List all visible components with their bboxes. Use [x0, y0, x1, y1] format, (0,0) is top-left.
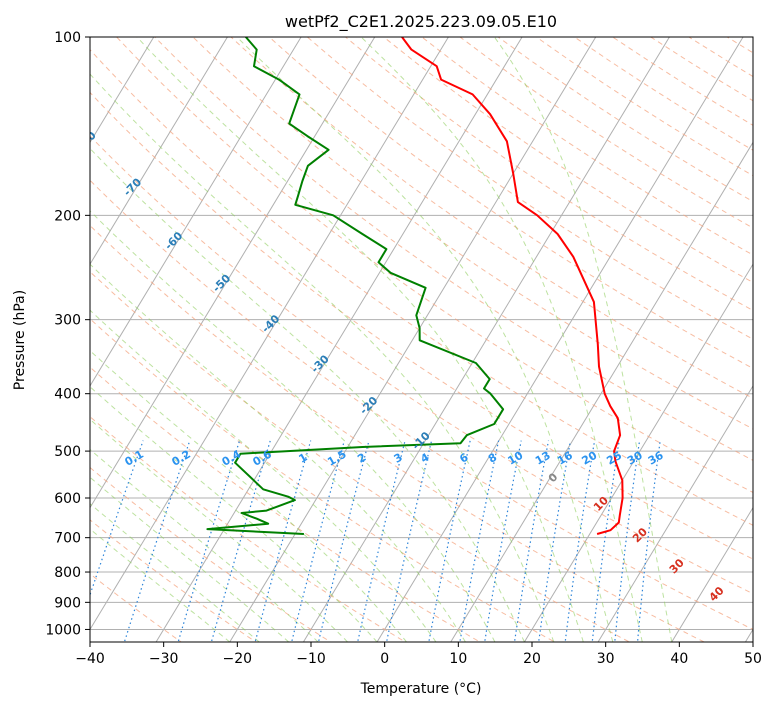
dewpoint-profile-line	[206, 37, 505, 535]
moist-adiabat	[90, 263, 466, 642]
moist-adiabat	[90, 210, 496, 642]
mixing-ratio-line	[90, 440, 144, 597]
x-axis-title: Temperature (°C)	[360, 681, 482, 697]
moist-adiabat	[90, 309, 437, 642]
x-axis-ticks: −40 −30 −20 −10 0 10 20 30 40 50	[75, 642, 762, 667]
mixing-ratio-line	[564, 440, 596, 642]
mixing-ratio-line	[428, 440, 471, 642]
isotherm-gridline	[155, 37, 523, 642]
moist-adiabat	[90, 73, 555, 642]
dry-adiabat	[90, 179, 753, 630]
moist-adiabat	[90, 386, 378, 642]
isotherm-gridline	[90, 37, 229, 266]
isotherm-gridline	[597, 384, 753, 642]
x-tick-label: −30	[149, 651, 179, 667]
dry-adiabat	[268, 37, 753, 369]
mixing-ratio-line	[459, 440, 500, 642]
moist-adiabat	[90, 528, 231, 642]
dry-adiabat	[90, 416, 407, 642]
gridlines	[90, 37, 753, 642]
dry-adiabat	[90, 48, 753, 526]
isotherm-gridline	[90, 37, 155, 144]
dry-adiabat	[90, 135, 753, 595]
mixing-ratio-line	[484, 440, 522, 642]
x-tick-label: 0	[380, 651, 389, 667]
y-axis-title: Pressure (hPa)	[12, 290, 28, 390]
x-tick-label: −40	[75, 651, 105, 667]
x-tick-label: 10	[449, 651, 467, 667]
y-tick-label: 400	[54, 387, 81, 403]
plot-frame	[89, 36, 754, 643]
y-axis-ticks: 100 200 300 400 500 600 700 800 900 1000	[45, 30, 90, 638]
dry-adiabat	[90, 366, 482, 642]
x-tick-label: 50	[744, 651, 762, 667]
isotherm-gridline	[302, 37, 671, 642]
y-tick-label: 600	[54, 491, 81, 507]
isotherm-label: -80	[76, 129, 99, 152]
dry-adiabat	[192, 37, 753, 430]
y-tick-label: 1000	[45, 622, 81, 638]
x-tick-label: −20	[223, 651, 253, 667]
mixing-ratio-line	[636, 440, 661, 642]
dry-adiabat	[344, 37, 753, 312]
isotherm-gridline	[90, 37, 302, 387]
isotherm-gridline	[450, 141, 753, 642]
y-tick-label: 100	[54, 30, 81, 46]
moist-adiabat	[136, 37, 584, 642]
x-tick-label: 40	[670, 651, 688, 667]
mixing-ratio-line	[614, 440, 641, 642]
y-tick-label: 800	[54, 565, 81, 581]
isotherm-gridline	[90, 37, 450, 631]
isotherm-gridline	[90, 37, 376, 509]
y-tick-label: 700	[54, 531, 81, 547]
temperature-profile-line	[401, 37, 624, 535]
mixing-ratio-line	[357, 440, 406, 642]
dry-adiabat	[90, 271, 631, 642]
x-tick-label: −10	[296, 651, 326, 667]
moist-adiabat	[90, 476, 290, 642]
mixing-ratio-line	[591, 440, 620, 642]
y-tick-label: 300	[54, 313, 81, 329]
moist-adiabat	[493, 37, 673, 642]
chart-title: wetPf2_C2E1.2025.223.09.05.E10	[285, 12, 557, 32]
y-tick-label: 200	[54, 208, 81, 224]
sounding-profiles	[206, 37, 624, 535]
x-tick-label: 20	[523, 651, 541, 667]
y-tick-label: 500	[54, 444, 81, 460]
mixing-ratio-line	[513, 440, 550, 642]
mixing-ratio-line	[538, 440, 572, 642]
moist-adiabat	[236, 37, 614, 642]
isotherm-gridline	[376, 37, 744, 642]
isotherm-gridline	[671, 506, 753, 642]
moist-adiabat	[90, 147, 525, 642]
dry-adiabat	[90, 573, 183, 642]
isotherm-gridline	[229, 37, 597, 642]
dry-adiabat	[90, 519, 257, 642]
isotherm-gridline	[523, 263, 753, 642]
y-tick-label: 900	[54, 595, 81, 611]
dry-adiabat	[90, 224, 706, 642]
thermo-reference-lines	[90, 37, 753, 642]
x-tick-label: 30	[597, 651, 615, 667]
moist-adiabat	[90, 350, 407, 642]
dry-adiabat	[154, 37, 753, 461]
mixing-ratio-line	[123, 440, 191, 642]
mixing-ratio-line	[385, 440, 433, 642]
